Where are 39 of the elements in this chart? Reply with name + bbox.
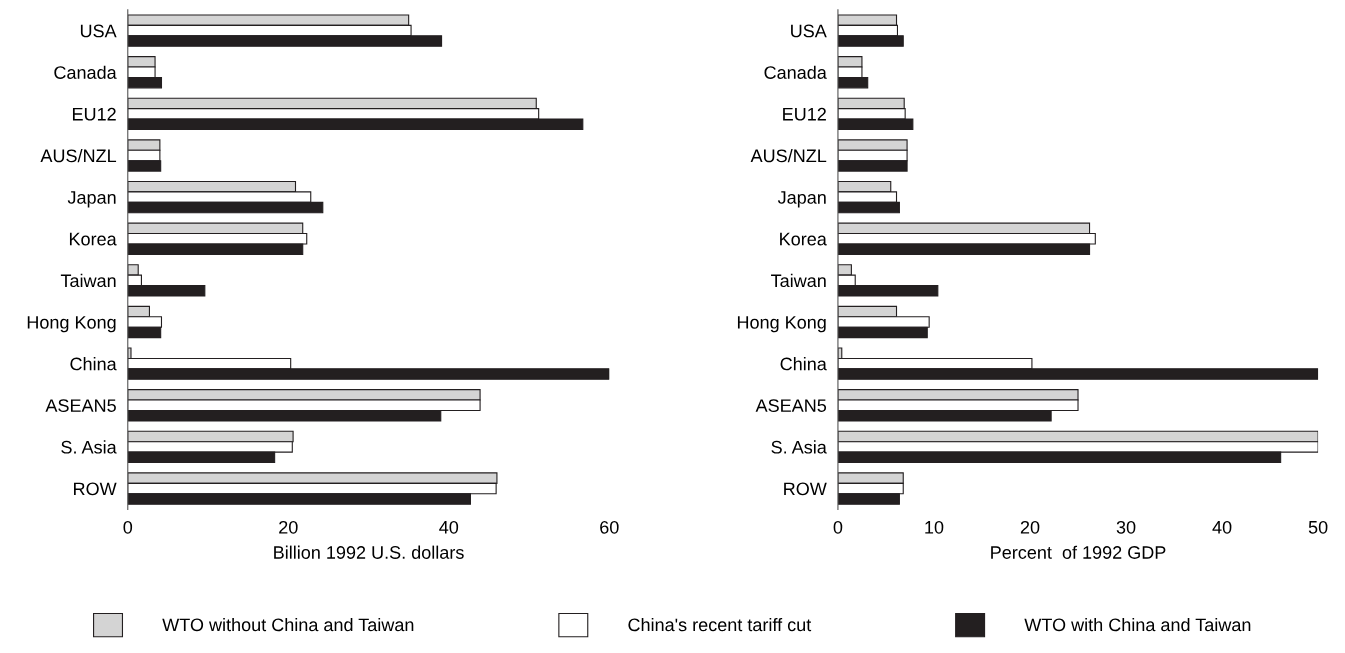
y-tick-label: Hong Kong [737,316,826,333]
y-tick-label: EU12 [783,107,826,121]
y-tick-label: China [780,357,827,371]
y-tick-label: Japan [67,191,116,208]
y-tick-label: USA [791,24,827,38]
y-tick-label: Taiwan [771,273,826,288]
x-tick-label: 0 [123,520,133,534]
y-tick-label: Korea [780,232,827,246]
y-tick-label: S. Asia [771,440,827,454]
y-tick-label: Taiwan [60,273,116,288]
y-tick-label: ROW [784,482,827,496]
legend-label: WTO with China and Taiwan [1024,617,1251,632]
y-tick-label: ASEAN5 [45,399,116,412]
y-tick-label: Hong Kong [27,316,116,333]
x-tick-label: 60 [600,520,619,534]
x-tick-label: 50 [1308,520,1328,534]
y-tick-label: EU12 [72,107,116,121]
legend-label: WTO without China and Taiwan [162,617,414,632]
x-tick-label: 20 [279,520,298,534]
y-tick-label: USA [80,24,117,38]
y-tick-label: Canada [54,65,117,79]
y-tick-label: AUS/NZL [750,148,827,163]
y-tick-label: ROW [74,482,117,496]
x-tick-label: 40 [439,520,459,534]
y-tick-label: Korea [69,232,117,246]
x-tick-label: 0 [833,520,843,534]
x-tick-label: 20 [1020,520,1040,534]
x-tick-label: 10 [925,520,944,534]
x-axis-title: Billion 1992 U.S. dollars [274,545,464,559]
y-tick-label: Japan [777,191,826,208]
legend-label: China's recent tariff cut [628,617,812,632]
y-tick-label: Canada [764,65,827,79]
y-tick-label: China [70,357,117,371]
y-tick-label: AUS/NZL [40,148,117,163]
x-tick-label: 40 [1212,520,1232,534]
x-axis-title: Percent of 1992 GDP [991,545,1166,559]
y-tick-label: S. Asia [61,440,117,454]
y-tick-label: ASEAN5 [755,399,827,412]
x-tick-label: 30 [1116,520,1136,534]
